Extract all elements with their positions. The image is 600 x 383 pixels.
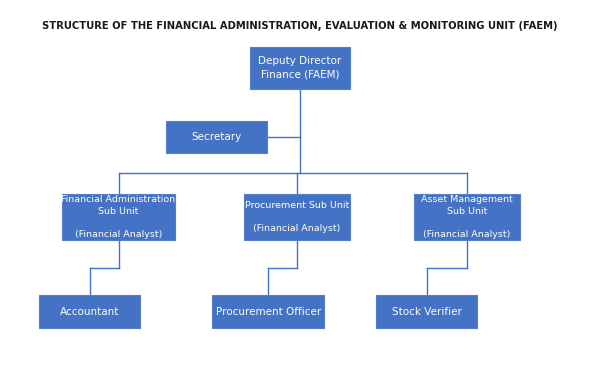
Text: Secretary: Secretary <box>191 132 242 142</box>
FancyBboxPatch shape <box>212 295 325 328</box>
FancyBboxPatch shape <box>414 194 520 240</box>
Text: Asset Management
Sub Unit

(Financial Analyst): Asset Management Sub Unit (Financial Ana… <box>421 195 513 239</box>
Text: Deputy Director
Finance (FAEM): Deputy Director Finance (FAEM) <box>259 56 341 80</box>
FancyBboxPatch shape <box>376 295 477 328</box>
Text: STRUCTURE OF THE FINANCIAL ADMINISTRATION, EVALUATION & MONITORING UNIT (FAEM): STRUCTURE OF THE FINANCIAL ADMINISTRATIO… <box>42 21 558 31</box>
Text: Procurement Sub Unit

(Financial Analyst): Procurement Sub Unit (Financial Analyst) <box>245 201 349 233</box>
FancyBboxPatch shape <box>250 47 350 89</box>
FancyBboxPatch shape <box>244 194 350 240</box>
Text: Financial Administration
Sub Unit

(Financial Analyst): Financial Administration Sub Unit (Finan… <box>61 195 176 239</box>
FancyBboxPatch shape <box>166 121 267 154</box>
FancyBboxPatch shape <box>62 194 175 240</box>
Text: Accountant: Accountant <box>60 307 119 317</box>
Text: Procurement Officer: Procurement Officer <box>215 307 321 317</box>
FancyBboxPatch shape <box>40 295 140 328</box>
Text: Stock Verifier: Stock Verifier <box>392 307 461 317</box>
